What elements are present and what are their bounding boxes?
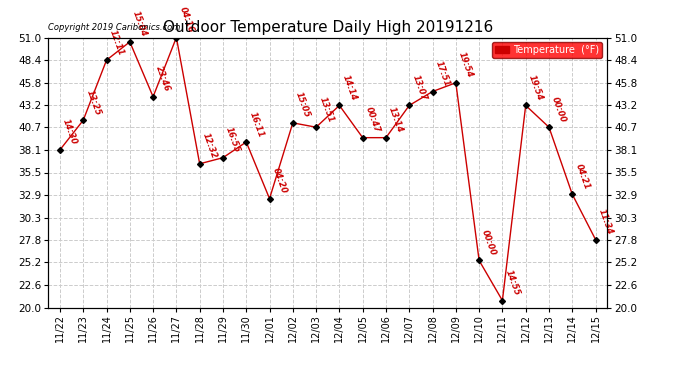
Text: 04:21: 04:21 [573, 162, 591, 191]
Text: Copyright 2019 Caribonics.com: Copyright 2019 Caribonics.com [48, 23, 181, 32]
Text: 15:05: 15:05 [294, 91, 312, 119]
Text: 13:25: 13:25 [84, 88, 102, 117]
Text: 04:16: 04:16 [177, 6, 195, 34]
Text: 14:14: 14:14 [341, 74, 358, 102]
Title: Outdoor Temperature Daily High 20191216: Outdoor Temperature Daily High 20191216 [163, 20, 493, 35]
Text: 19:54: 19:54 [457, 51, 475, 79]
Text: 16:55: 16:55 [224, 126, 241, 154]
Text: 00:00: 00:00 [550, 95, 568, 124]
Text: 14:55: 14:55 [504, 269, 521, 297]
Text: 14:30: 14:30 [61, 118, 79, 146]
Text: 19:54: 19:54 [527, 74, 544, 102]
Text: 23:46: 23:46 [155, 65, 172, 93]
Text: 12:11: 12:11 [108, 28, 126, 57]
Text: 13:07: 13:07 [411, 74, 428, 102]
Text: 13:51: 13:51 [317, 95, 335, 124]
Text: 00:00: 00:00 [480, 229, 498, 257]
Text: 00:47: 00:47 [364, 106, 382, 134]
Text: 13:14: 13:14 [387, 106, 405, 134]
Legend: Temperature  (°F): Temperature (°F) [492, 42, 602, 58]
Text: 11:34: 11:34 [597, 208, 614, 236]
Text: 12:32: 12:32 [201, 132, 219, 160]
Text: 16:11: 16:11 [248, 110, 265, 138]
Text: 04:20: 04:20 [270, 167, 288, 195]
Text: 15:04: 15:04 [131, 10, 148, 38]
Text: 17:51: 17:51 [434, 60, 451, 88]
